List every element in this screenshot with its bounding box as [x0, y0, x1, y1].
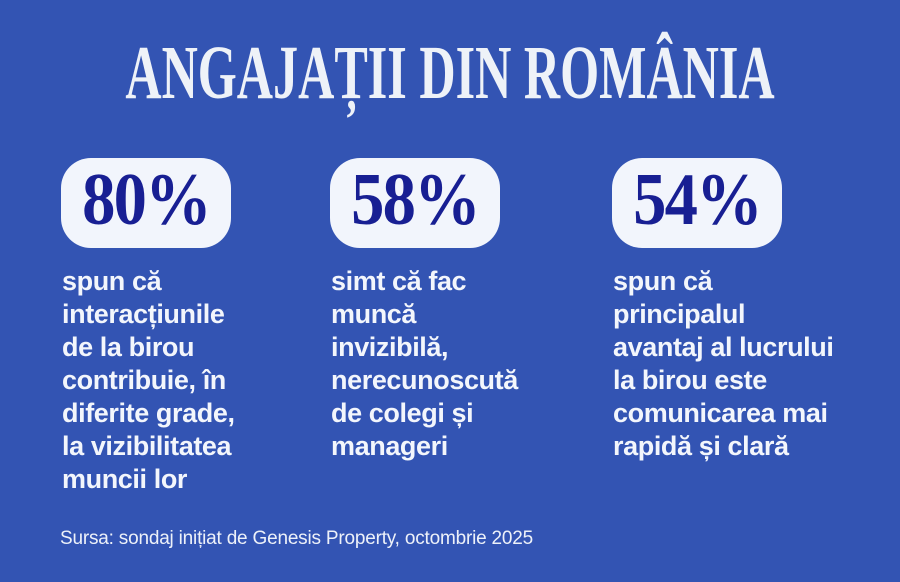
stat-card: 80%	[61, 158, 231, 248]
page-title: ANGAJAȚII DIN ROMÂNIA	[125, 31, 775, 115]
source-note: Sursa: sondaj inițiat de Genesis Propert…	[60, 528, 534, 549]
stat-value: 80%	[82, 159, 212, 241]
stat-description: spun că principalul avantaj al lucrului …	[613, 266, 834, 461]
stat-value: 54%	[633, 159, 763, 241]
stat-card: 58%	[330, 158, 500, 248]
stat-column-54: 54% spun că principalul avantaj al lucru…	[612, 158, 834, 463]
stat-description: simt că fac muncă invizibilă, nerecunosc…	[331, 266, 518, 461]
stat-card: 54%	[612, 158, 782, 248]
stat-column-58: 58% simt că fac muncă invizibilă, nerecu…	[330, 158, 518, 463]
stat-description: spun că interacțiunile de la birou contr…	[62, 266, 235, 494]
stat-column-80: 80% spun că interacțiunile de la birou c…	[61, 158, 235, 496]
stat-value: 58%	[351, 159, 481, 241]
